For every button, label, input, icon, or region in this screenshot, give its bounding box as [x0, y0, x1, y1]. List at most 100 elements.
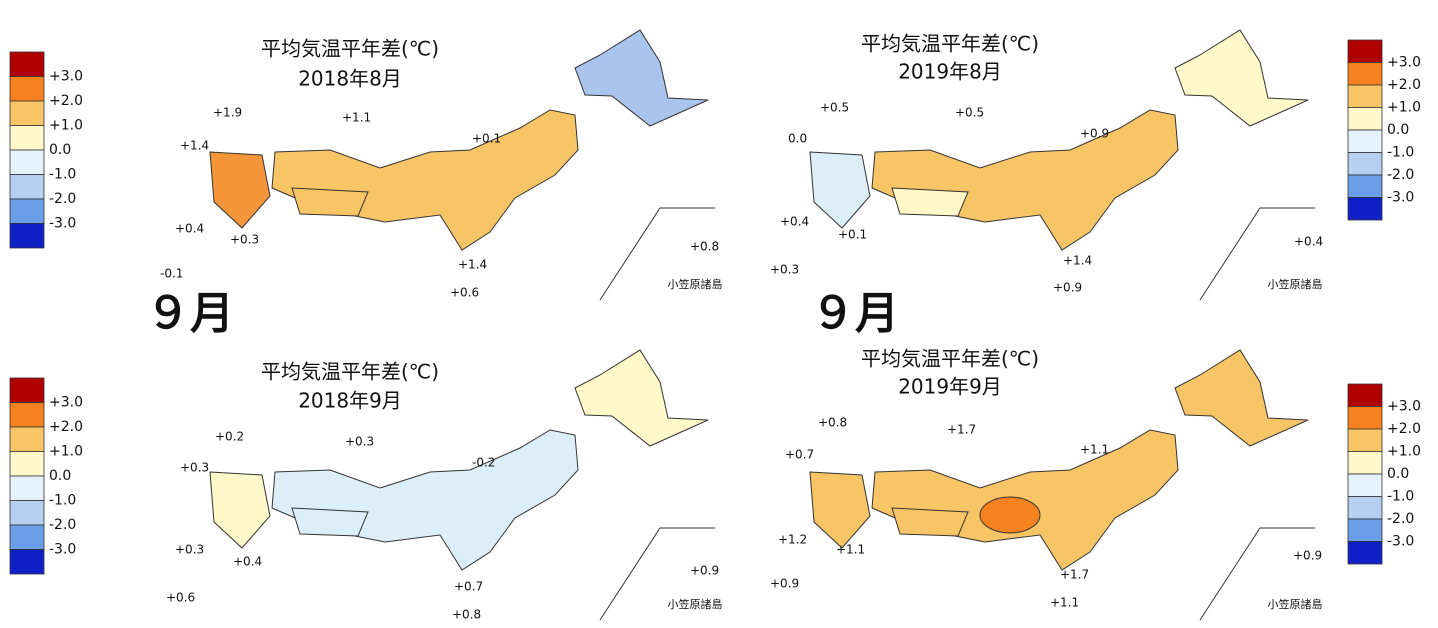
- region-honshu: [872, 110, 1178, 250]
- legend-label: +3.0: [49, 69, 83, 85]
- region-kyushu: [210, 472, 270, 548]
- legend-swatch: [1348, 198, 1382, 221]
- legend-swatch: [1348, 407, 1382, 430]
- station-value: +1.7: [1060, 568, 1089, 582]
- station-value: +1.1: [342, 111, 371, 125]
- region-hokkaido: [1175, 30, 1308, 126]
- station-value: -0.1: [160, 267, 183, 281]
- station-value: +0.3: [345, 435, 374, 449]
- legend-swatch: [10, 126, 44, 151]
- inset-label: 小笠原諸島: [1268, 597, 1323, 611]
- legend-label: 0.0: [1387, 466, 1409, 482]
- station-value: +1.4: [180, 139, 209, 153]
- legend-swatch: [10, 427, 44, 452]
- station-value: +1.1: [1080, 443, 1109, 457]
- legend-swatch: [1348, 474, 1382, 497]
- legend-swatch: [10, 403, 44, 428]
- station-value: +0.9: [770, 577, 799, 591]
- legend-swatch: [1348, 497, 1382, 520]
- station-value: +1.1: [836, 543, 865, 557]
- region-kyushu: [810, 472, 870, 548]
- legend-label: +1.0: [1387, 100, 1421, 116]
- legend-swatch: [1348, 429, 1382, 452]
- station-value: +0.4: [1294, 235, 1323, 249]
- station-value: +0.8: [690, 240, 719, 254]
- map-period: 2019年9月: [898, 375, 1002, 399]
- legend-swatch: [10, 378, 44, 403]
- legend-swatch: [1348, 130, 1382, 153]
- station-value: +0.3: [770, 263, 799, 277]
- legend-swatch: [1348, 519, 1382, 542]
- station-value: +0.1: [838, 228, 867, 242]
- legend-swatch: [10, 550, 44, 575]
- legend-label: 0.0: [49, 142, 71, 158]
- legend-swatch: [10, 452, 44, 477]
- map-period: 2018年8月: [298, 67, 402, 91]
- legend-label: -2.0: [49, 517, 76, 533]
- station-value: +0.6: [450, 286, 479, 300]
- station-value: +1.9: [213, 106, 242, 120]
- legend-label: +1.0: [49, 118, 83, 134]
- station-value: +0.4: [780, 215, 809, 229]
- map-period: 2019年8月: [898, 60, 1002, 84]
- legend-swatch: [10, 52, 44, 77]
- legend-label: +2.0: [1387, 421, 1421, 437]
- region-shikoku: [292, 508, 368, 536]
- region-hokkaido: [575, 350, 708, 446]
- legend-swatch: [1348, 63, 1382, 86]
- station-value: +1.4: [1063, 254, 1092, 268]
- legend-label: +3.0: [49, 395, 83, 411]
- station-value: +0.5: [955, 106, 984, 120]
- legend-swatch: [10, 175, 44, 200]
- region-honshu: [272, 430, 578, 570]
- month-heading: ９月: [146, 288, 234, 339]
- station-value: +0.7: [785, 448, 814, 462]
- legend-label: +3.0: [1387, 55, 1421, 71]
- legend-label: +2.0: [49, 419, 83, 435]
- legend-swatch: [1348, 40, 1382, 63]
- station-value: +1.4: [458, 258, 487, 272]
- region-honshu: [272, 110, 578, 250]
- station-value: +0.9: [1293, 549, 1322, 563]
- legend-swatch: [10, 150, 44, 175]
- legend-label: -3.0: [1387, 534, 1414, 550]
- station-value: +0.2: [215, 430, 244, 444]
- station-value: +0.3: [230, 233, 259, 247]
- station-value: 0.0: [788, 132, 807, 146]
- legend-label: +3.0: [1387, 399, 1421, 415]
- legend-swatch: [1348, 452, 1382, 475]
- region-warm: [980, 497, 1040, 533]
- legend-swatch: [1348, 153, 1382, 176]
- station-value: +0.5: [820, 101, 849, 115]
- station-value: +0.6: [166, 591, 195, 605]
- station-value: +0.9: [1053, 281, 1082, 295]
- map-period: 2018年9月: [298, 389, 402, 413]
- inset-label: 小笠原諸島: [1268, 277, 1323, 291]
- station-value: +0.8: [818, 416, 847, 430]
- region-kyushu: [810, 152, 870, 228]
- map-title: 平均気温平年差(℃): [261, 360, 439, 384]
- map-title: 平均気温平年差(℃): [861, 347, 1039, 371]
- station-value: +0.3: [175, 543, 204, 557]
- legend-label: -2.0: [1387, 511, 1414, 527]
- station-value: +0.4: [175, 222, 204, 236]
- station-value: +0.7: [454, 580, 483, 594]
- legend-swatch: [10, 525, 44, 550]
- legend-label: +1.0: [1387, 444, 1421, 460]
- legend-label: -3.0: [49, 216, 76, 232]
- legend-label: -1.0: [49, 493, 76, 509]
- station-value: +0.9: [690, 564, 719, 578]
- region-shikoku: [292, 188, 368, 216]
- station-value: +0.9: [1080, 127, 1109, 141]
- legend-swatch: [1348, 85, 1382, 108]
- inset-label: 小笠原諸島: [668, 277, 723, 291]
- legend-swatch: [10, 77, 44, 102]
- legend-swatch: [10, 501, 44, 526]
- station-value: +0.1: [472, 132, 501, 146]
- legend-swatch: [1348, 108, 1382, 131]
- station-value: +1.2: [778, 533, 807, 547]
- legend-label: +2.0: [1387, 77, 1421, 93]
- legend-label: -3.0: [49, 542, 76, 558]
- station-value: +1.7: [947, 423, 976, 437]
- legend-label: -1.0: [1387, 489, 1414, 505]
